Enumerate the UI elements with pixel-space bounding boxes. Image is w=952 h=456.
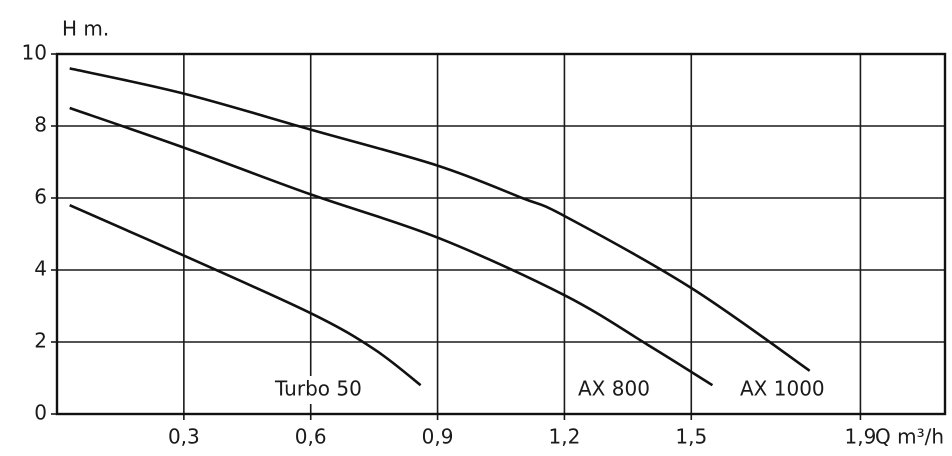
x-tick-label: 1,2 [549, 425, 581, 449]
series-label: AX 800 [578, 377, 650, 401]
curve [69, 106, 714, 387]
x-tick-label: 0,6 [295, 425, 327, 449]
y-tick-label: 2 [34, 329, 47, 353]
y-tick-label: 8 [34, 113, 47, 137]
x-tick-label: 1,9 [845, 425, 877, 449]
y-axis-label: H m. [62, 17, 109, 41]
curve [69, 67, 811, 372]
x-axis-label: Q m³/h [875, 425, 944, 449]
plot-frame [55, 52, 947, 416]
y-tick-label: 6 [34, 185, 47, 209]
series-label: Turbo 50 [274, 377, 362, 401]
label-background [271, 376, 366, 404]
x-tick-label: 1,5 [675, 425, 707, 449]
y-tick-label: 10 [22, 41, 47, 65]
y-tick-label: 4 [34, 257, 47, 281]
x-tick-label: 0,3 [168, 425, 200, 449]
series-label: AX 1000 [740, 377, 825, 401]
label-background [574, 376, 654, 404]
label-background [736, 376, 829, 404]
x-tick-label: 0,9 [422, 425, 454, 449]
y-tick-label: 0 [34, 401, 47, 425]
curve [69, 204, 422, 387]
